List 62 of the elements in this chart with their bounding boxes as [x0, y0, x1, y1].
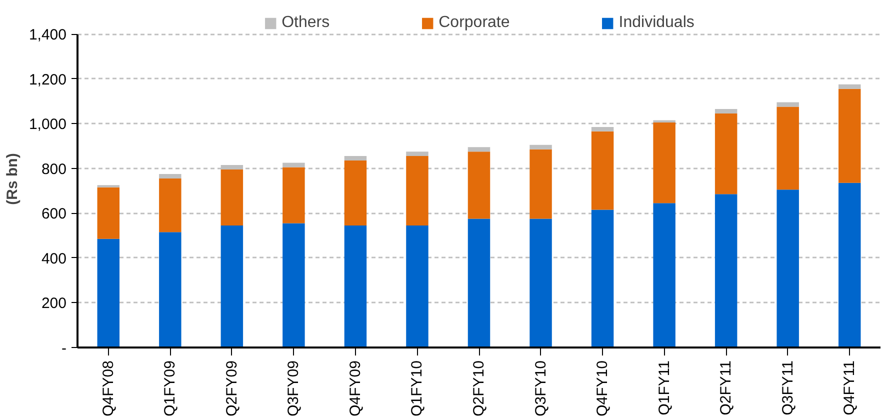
bar [344, 156, 367, 161]
legend-label: Corporate [438, 14, 510, 32]
bar [344, 160, 367, 226]
bar [97, 238, 120, 348]
bar [776, 106, 799, 190]
bar [159, 174, 182, 178]
legend-label: Individuals [618, 14, 694, 32]
bar [653, 122, 676, 204]
bar [282, 223, 305, 348]
bar [591, 126, 614, 132]
y-tick-label: 600 [41, 206, 67, 223]
bar [776, 102, 799, 107]
x-tick-label: Q2FY09 [223, 360, 240, 416]
bar [282, 162, 305, 168]
bar [159, 178, 182, 232]
bar [159, 232, 182, 348]
y-tick-label: 1,000 [28, 116, 67, 134]
bar [838, 182, 861, 348]
bar [838, 84, 861, 89]
x-tick-label: Q1FY11 [656, 360, 673, 416]
x-tick-label: Q4FY11 [841, 360, 858, 416]
bar [406, 152, 428, 156]
x-tick-label: Q3FY10 [532, 360, 550, 416]
x-tick-label: Q3FY11 [779, 360, 796, 416]
bar [591, 210, 614, 348]
bar [468, 147, 490, 152]
bar [530, 149, 552, 219]
legend-label: Others [282, 14, 330, 32]
bar [220, 225, 244, 348]
x-tick-label: Q3FY09 [285, 360, 302, 416]
x-tick-label: Q4FY10 [594, 360, 612, 416]
x-tick-label: Q4FY08 [100, 360, 117, 416]
bar [838, 88, 861, 183]
y-tick-label: - [62, 340, 67, 357]
bar [714, 109, 738, 114]
y-tick-label: 800 [41, 160, 67, 178]
bar [97, 187, 120, 239]
bar [406, 225, 428, 348]
x-tick-label: Q2FY10 [470, 360, 488, 416]
bar [468, 218, 490, 348]
bar [344, 225, 367, 348]
y-tick-label: 1,400 [28, 26, 67, 44]
bar [220, 169, 244, 226]
x-tick-label: Q4FY09 [346, 360, 364, 416]
bar [530, 218, 552, 348]
x-tick-label: Q2FY11 [718, 360, 735, 416]
bar [282, 167, 305, 224]
bar [468, 152, 490, 219]
bar [714, 194, 738, 348]
bar [591, 131, 614, 210]
y-axis-title: (Rs bn) [4, 153, 21, 205]
y-tick-label: 400 [41, 250, 67, 268]
bar [714, 114, 738, 194]
x-tick-label: Q1FY10 [408, 360, 426, 416]
x-tick-label: Q1FY09 [162, 360, 179, 416]
y-tick-label: 1,200 [28, 71, 67, 88]
bar [530, 144, 552, 150]
bar [406, 156, 428, 226]
bar [220, 165, 244, 170]
y-tick-label: 200 [41, 295, 67, 312]
bar [776, 190, 799, 348]
bar [653, 203, 676, 348]
